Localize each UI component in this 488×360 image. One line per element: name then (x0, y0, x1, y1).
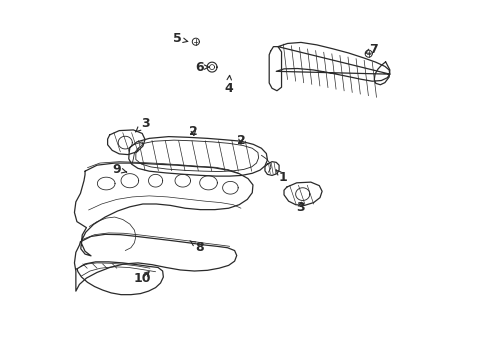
Text: 9: 9 (112, 163, 126, 176)
Polygon shape (128, 136, 267, 176)
Polygon shape (264, 162, 279, 175)
Text: 7: 7 (365, 43, 377, 56)
Text: 2: 2 (188, 125, 197, 138)
Polygon shape (74, 234, 236, 291)
Text: 10: 10 (133, 271, 151, 284)
Text: 4: 4 (224, 75, 232, 95)
Text: 3: 3 (295, 201, 304, 214)
Text: 1: 1 (276, 170, 287, 184)
Polygon shape (107, 130, 145, 154)
Text: 6: 6 (195, 60, 209, 73)
Polygon shape (276, 42, 389, 81)
Text: 2: 2 (236, 134, 245, 147)
Polygon shape (74, 163, 252, 256)
Text: 3: 3 (136, 117, 149, 132)
Text: 8: 8 (189, 240, 203, 253)
Polygon shape (269, 47, 281, 91)
Polygon shape (374, 62, 389, 85)
Text: 5: 5 (173, 32, 187, 45)
Polygon shape (77, 262, 163, 294)
Polygon shape (284, 182, 322, 206)
